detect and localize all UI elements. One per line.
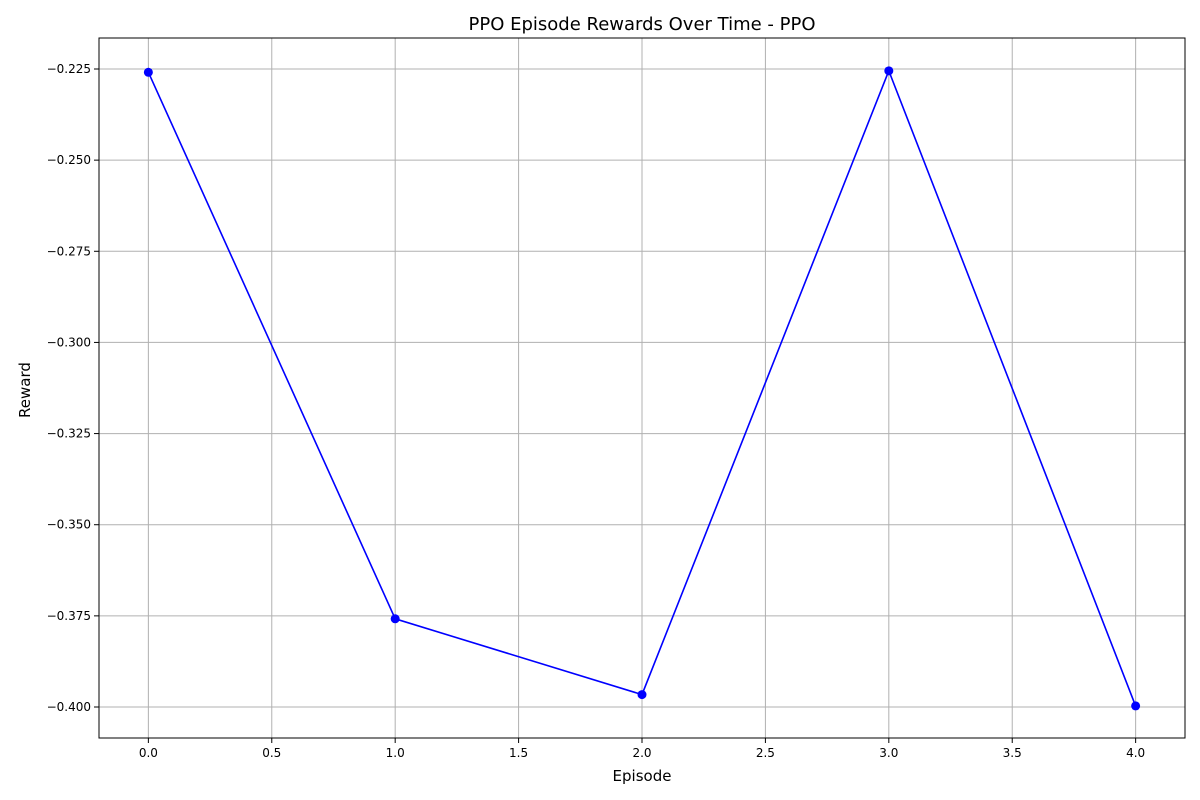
data-point — [1131, 701, 1141, 711]
data-point — [143, 67, 153, 77]
data-point — [637, 690, 647, 700]
y-tick-label: −0.375 — [47, 609, 91, 623]
x-tick-label: 1.0 — [386, 746, 405, 760]
y-tick-label: −0.350 — [47, 518, 91, 532]
y-axis: −0.225 −0.250 −0.275 −0.300 −0.325 −0.350 −0.3… — [47, 62, 99, 714]
x-tick-label: 2.5 — [756, 746, 775, 760]
y-tick-label: −0.250 — [47, 153, 91, 167]
y-tick-label: −0.400 — [47, 700, 91, 714]
y-axis-label: Reward — [16, 362, 34, 418]
series-layer — [143, 66, 1141, 711]
x-tick-label: 0.5 — [262, 746, 281, 760]
y-tick-label: −0.225 — [47, 62, 91, 76]
y-tick-label: −0.325 — [47, 427, 91, 441]
x-axis-label: Episode — [613, 767, 672, 785]
x-tick-label: 3.5 — [1003, 746, 1022, 760]
x-tick-label: 4.0 — [1126, 746, 1145, 760]
x-tick-label: 0.0 — [139, 746, 158, 760]
y-tick-label: −0.300 — [47, 335, 91, 349]
x-tick-label: 3.0 — [879, 746, 898, 760]
x-axis: 0.0 0.5 1.0 1.5 2.0 2.5 3.0 3.5 4.0 — [139, 738, 1145, 760]
x-tick-label: 2.0 — [632, 746, 651, 760]
data-point — [884, 66, 894, 76]
y-tick-label: −0.275 — [47, 244, 91, 258]
grid — [99, 38, 1185, 738]
x-tick-label: 1.5 — [509, 746, 528, 760]
chart-title: PPO Episode Rewards Over Time - PPO — [468, 14, 815, 35]
data-point — [390, 614, 400, 624]
